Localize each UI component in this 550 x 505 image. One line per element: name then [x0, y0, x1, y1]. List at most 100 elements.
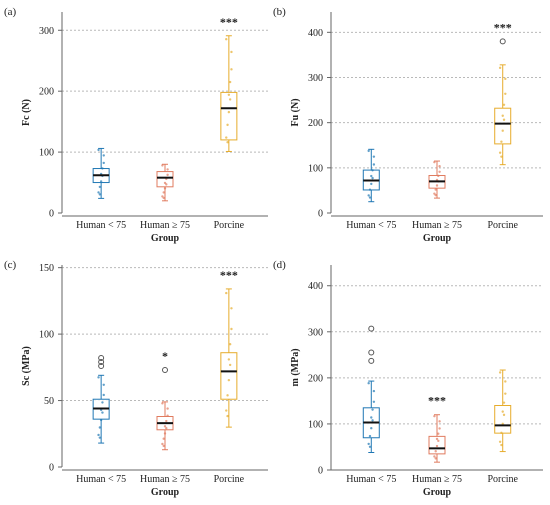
box-1 — [92, 147, 110, 199]
data-point — [434, 193, 437, 197]
data-point — [161, 442, 164, 446]
data-point — [498, 440, 502, 443]
y-tick-label: 200 — [39, 87, 54, 98]
data-point — [367, 382, 370, 385]
data-point — [230, 307, 233, 310]
data-point — [498, 66, 502, 70]
data-point — [500, 155, 503, 158]
box-2: * — [156, 349, 174, 451]
x-axis-title: Group — [423, 233, 452, 244]
y-tick-label: 400 — [308, 281, 323, 292]
y-tick-label: 400 — [308, 28, 323, 39]
data-point — [162, 437, 165, 440]
significance-label: *** — [428, 394, 446, 408]
x-tick-label: Human < 75 — [346, 220, 396, 231]
data-point — [97, 433, 100, 437]
y-tick-label: 50 — [44, 396, 54, 407]
data-point — [225, 136, 228, 139]
data-point — [161, 402, 164, 405]
data-point — [370, 174, 373, 178]
data-point — [435, 184, 439, 187]
data-point — [230, 50, 233, 54]
box-1 — [362, 148, 380, 203]
data-point — [98, 193, 102, 196]
y-tick-label: 100 — [39, 330, 54, 341]
data-point — [368, 196, 372, 199]
data-point — [371, 169, 374, 172]
data-point — [166, 168, 169, 171]
box-iqr — [156, 171, 174, 188]
box-1 — [362, 325, 380, 453]
data-point — [98, 185, 102, 189]
x-tick-label: Human < 75 — [76, 474, 126, 485]
panel-label: (d) — [273, 259, 286, 271]
x-tick-label: Human < 75 — [346, 474, 396, 485]
y-tick-label: 200 — [308, 373, 323, 384]
data-point — [504, 77, 507, 81]
x-tick-label: Human ≥ 75 — [412, 474, 462, 485]
data-point — [504, 392, 507, 395]
outlier-point — [162, 366, 168, 373]
data-point — [228, 363, 232, 367]
data-point — [437, 439, 440, 443]
data-point — [371, 419, 374, 422]
data-point — [228, 98, 232, 101]
data-point — [372, 163, 376, 166]
y-tick-label: 300 — [308, 73, 323, 84]
data-point — [228, 80, 232, 84]
data-point — [225, 38, 228, 41]
data-point — [227, 93, 231, 96]
data-point — [228, 343, 232, 346]
data-point — [504, 92, 507, 95]
data-point — [372, 389, 376, 393]
data-point — [438, 165, 441, 168]
data-point — [367, 442, 370, 446]
significance-label: * — [162, 349, 168, 363]
data-point — [97, 191, 100, 194]
box-iqr — [494, 405, 512, 434]
outlier-point — [368, 357, 375, 364]
outlier-point — [368, 349, 375, 356]
data-point — [166, 173, 169, 177]
data-point — [226, 141, 229, 144]
data-point — [434, 457, 437, 460]
data-point — [99, 418, 103, 422]
data-point — [434, 188, 437, 191]
data-point — [433, 455, 436, 458]
data-point — [97, 148, 100, 152]
panel-label: (c) — [4, 259, 17, 271]
y-axis-title: m (MPa) — [290, 348, 301, 386]
x-tick-label: Human ≥ 75 — [140, 220, 190, 231]
data-point — [163, 187, 167, 190]
x-tick-label: Porcine — [487, 220, 518, 231]
data-point — [367, 194, 370, 197]
significance-label: *** — [494, 20, 512, 34]
data-point — [438, 420, 441, 423]
data-point — [437, 432, 440, 435]
y-tick-label: 150 — [39, 263, 54, 274]
data-point — [438, 427, 441, 430]
data-point — [225, 409, 228, 412]
data-point — [501, 129, 504, 132]
data-point — [438, 170, 441, 173]
data-point — [498, 151, 502, 154]
data-point — [165, 183, 168, 186]
data-point — [434, 450, 437, 453]
box-2 — [156, 163, 174, 202]
y-tick-label: 200 — [308, 118, 323, 129]
y-tick-label: 0 — [318, 466, 323, 477]
data-point — [502, 118, 506, 121]
data-point — [433, 414, 436, 418]
data-point — [368, 434, 372, 438]
data-point — [163, 432, 167, 435]
data-point — [372, 400, 376, 403]
y-tick-label: 0 — [318, 209, 323, 220]
data-point — [165, 419, 168, 423]
y-tick-label: 300 — [39, 26, 54, 37]
x-tick-label: Porcine — [487, 474, 518, 485]
data-point — [98, 426, 102, 429]
outlier-point — [98, 363, 105, 369]
x-axis-title: Group — [423, 487, 452, 498]
data-point — [372, 155, 376, 158]
data-point — [437, 174, 440, 178]
